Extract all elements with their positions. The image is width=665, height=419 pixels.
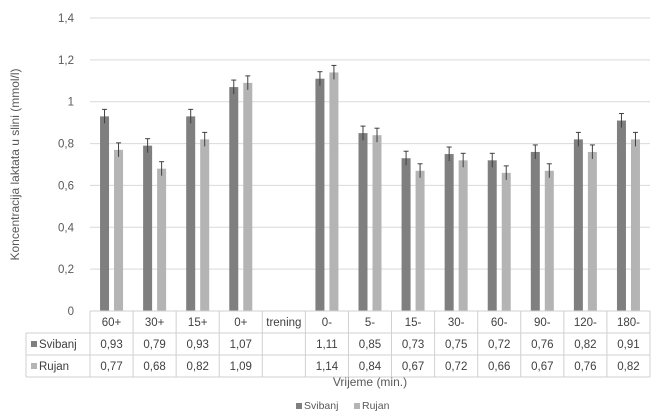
bar-svibanj xyxy=(401,158,411,311)
x-category-label: 15+ xyxy=(188,317,208,329)
bar-rujan xyxy=(114,149,124,311)
y-tick-label: 1,2 xyxy=(58,55,74,67)
bar-svibanj xyxy=(229,87,239,311)
bar-rujan xyxy=(630,139,640,311)
bar-rujan xyxy=(372,135,382,311)
table-series-name: Rujan xyxy=(39,361,69,373)
x-category-label: trening xyxy=(266,317,301,329)
table-cell-value: 1,07 xyxy=(230,339,252,351)
y-tick-label: 1,4 xyxy=(58,13,75,25)
bar-svibanj xyxy=(143,145,153,311)
x-category-label: 90- xyxy=(534,317,551,329)
table-cell-value: 0,91 xyxy=(617,339,639,351)
table-cell-value: 1,11 xyxy=(316,339,338,351)
legend-key-svibanj xyxy=(296,403,302,409)
bar-svibanj xyxy=(487,160,497,311)
x-category-label: 0- xyxy=(322,317,332,329)
table-cell-value: 0,93 xyxy=(100,339,122,351)
x-category-label: 120- xyxy=(574,317,597,329)
table-legend-key-rujan xyxy=(31,363,37,369)
y-tick-label: 1 xyxy=(68,97,74,109)
x-category-label: 5- xyxy=(365,317,375,329)
bar-rujan xyxy=(329,72,339,312)
bar-rujan xyxy=(415,170,425,311)
table-cell-value: 0,68 xyxy=(143,361,165,373)
bar-rujan xyxy=(544,170,554,311)
table-cell-value: 0,72 xyxy=(445,361,467,373)
x-axis-title: Vrijeme (min.) xyxy=(333,375,407,389)
legend-label-rujan: Rujan xyxy=(362,400,390,412)
legend: Svibanj Rujan xyxy=(296,400,390,412)
table-cell-value: 1,09 xyxy=(230,361,252,373)
x-category-label: 60+ xyxy=(102,317,122,329)
y-tick-label: 0,4 xyxy=(58,222,75,234)
table-cell-value: 0,77 xyxy=(100,361,122,373)
x-category-label: 15- xyxy=(405,317,422,329)
y-axis-ticks: 0 0,2 0,4 0,6 0,8 1 1,2 1,4 xyxy=(58,13,75,318)
table-cell-value: 0,67 xyxy=(531,361,553,373)
bar-rujan xyxy=(458,160,468,311)
bar-svibanj xyxy=(616,120,626,311)
bar-rujan xyxy=(157,168,167,311)
table-cell-value: 0,85 xyxy=(359,339,381,351)
bar-svibanj xyxy=(100,116,110,311)
y-tick-label: 0 xyxy=(68,306,74,318)
table-cell-value: 0,82 xyxy=(574,339,596,351)
table-legend-key-svibanj xyxy=(31,341,37,347)
table-cell-value: 0,79 xyxy=(143,339,165,351)
x-category-label: 180- xyxy=(617,317,640,329)
table-series-name: Svibanj xyxy=(39,339,77,351)
error-bars xyxy=(102,64,638,180)
x-category-label: 30- xyxy=(448,317,465,329)
y-tick-label: 0,2 xyxy=(58,264,74,276)
table-cell-value: 0,66 xyxy=(488,361,510,373)
x-category-label: 30+ xyxy=(145,317,165,329)
table-cell-value: 1,14 xyxy=(316,361,339,373)
bar-rujan xyxy=(200,139,210,311)
table-cell-value: 0,76 xyxy=(574,361,596,373)
table-cell-value: 0,82 xyxy=(617,361,639,373)
bar-svibanj xyxy=(530,151,540,311)
table-cell-value: 0,93 xyxy=(186,339,208,351)
bar-svibanj xyxy=(444,154,454,311)
table-cell-value: 0,67 xyxy=(402,361,424,373)
y-tick-label: 0,8 xyxy=(58,139,74,151)
bar-svibanj xyxy=(573,139,583,311)
y-tick-label: 0,6 xyxy=(58,180,74,192)
bar-rujan xyxy=(243,82,253,311)
table-cell-value: 0,84 xyxy=(359,361,382,373)
table-cell-value: 0,82 xyxy=(186,361,208,373)
bars xyxy=(100,72,640,312)
bar-svibanj xyxy=(186,116,196,311)
x-category-label: 0+ xyxy=(234,317,247,329)
table-cell-value: 0,73 xyxy=(402,339,424,351)
bar-svibanj xyxy=(358,133,368,311)
table-cell-value: 0,76 xyxy=(531,339,553,351)
data-table: 60+ 30+ 15+ 0+ trening 0- 5- 15- 30- 60- 90- 120- 18… xyxy=(25,310,651,378)
bar-rujan xyxy=(587,151,597,311)
bar-svibanj xyxy=(315,78,325,311)
y-axis-title: Koncentracija laktata u slini (mmol/l) xyxy=(8,68,22,260)
bar-rujan xyxy=(501,172,511,311)
x-category-label: 60- xyxy=(491,317,508,329)
table-cell-value: 0,75 xyxy=(445,339,467,351)
legend-label-svibanj: Svibanj xyxy=(304,400,338,412)
legend-key-rujan xyxy=(354,403,360,409)
table-cell-value: 0,72 xyxy=(488,339,510,351)
